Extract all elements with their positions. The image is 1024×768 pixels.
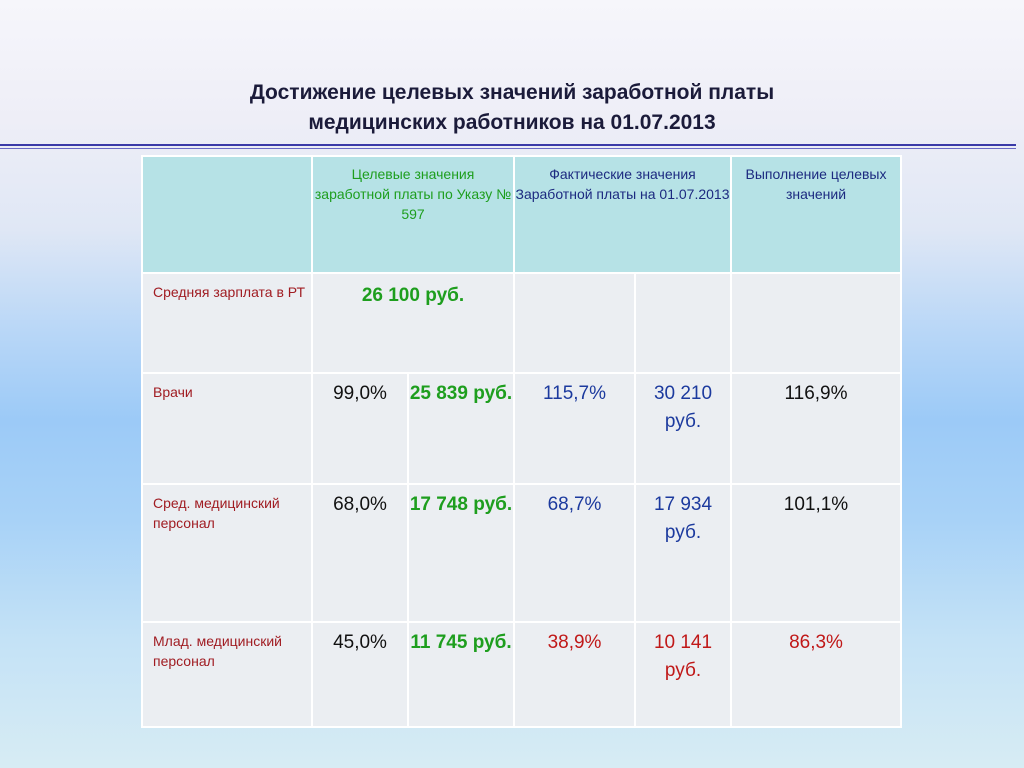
doctors-target-rub: 25 839 руб. [407,372,515,485]
title-line-1: Достижение целевых значений заработной п… [249,81,775,104]
row-label-avg-salary: Средняя зарплата в РТ [141,272,313,374]
mid-staff-actual-pct: 68,7% [513,483,636,623]
mid-staff-target-pct: 68,0% [311,483,409,623]
junior-staff-completion: 86,3% [730,621,902,728]
doctors-completion: 116,9% [730,372,902,485]
header-actual: Фактические значения Заработной платы на… [513,155,732,274]
title-divider-thin [0,148,1016,149]
table-header-row: Целевые значения заработной платы по Ука… [141,155,902,274]
table-row-mid-staff: Сред. медицинский персонал 68,0% 17 748 … [141,483,902,623]
empty-cell [634,272,732,374]
mid-staff-actual-rub: 17 934 руб. [634,483,732,623]
title-divider [0,144,1016,146]
row-label-doctors: Врачи [141,372,313,485]
row-label-mid-staff: Сред. медицинский персонал [141,483,313,623]
junior-staff-target-rub: 11 745 руб. [407,621,515,728]
junior-staff-actual-rub: 10 141 руб. [634,621,732,728]
table-row-avg-salary: Средняя зарплата в РТ 26 100 руб. [141,272,902,374]
header-completion: Выполнение целевых значений [730,155,902,274]
doctors-target-pct: 99,0% [311,372,409,485]
header-empty-cell [141,155,313,274]
header-target: Целевые значения заработной платы по Ука… [311,155,515,274]
title-line-2: медицинских работников на 01.07.2013 [308,111,716,134]
salary-table: Целевые значения заработной платы по Ука… [141,155,902,728]
row-label-junior-staff: Млад. медицинский персонал [141,621,313,728]
table-row-junior-staff: Млад. медицинский персонал 45,0% 11 745 … [141,621,902,728]
empty-cell [730,272,902,374]
empty-cell [513,272,636,374]
slide-title: Достижение целевых значений заработной п… [0,78,1024,138]
junior-staff-target-pct: 45,0% [311,621,409,728]
table-row-doctors: Врачи 99,0% 25 839 руб. 115,7% 30 210 ру… [141,372,902,485]
mid-staff-target-rub: 17 748 руб. [407,483,515,623]
doctors-actual-rub: 30 210 руб. [634,372,732,485]
doctors-actual-pct: 115,7% [513,372,636,485]
avg-salary-value: 26 100 руб. [311,272,515,374]
junior-staff-actual-pct: 38,9% [513,621,636,728]
mid-staff-completion: 101,1% [730,483,902,623]
